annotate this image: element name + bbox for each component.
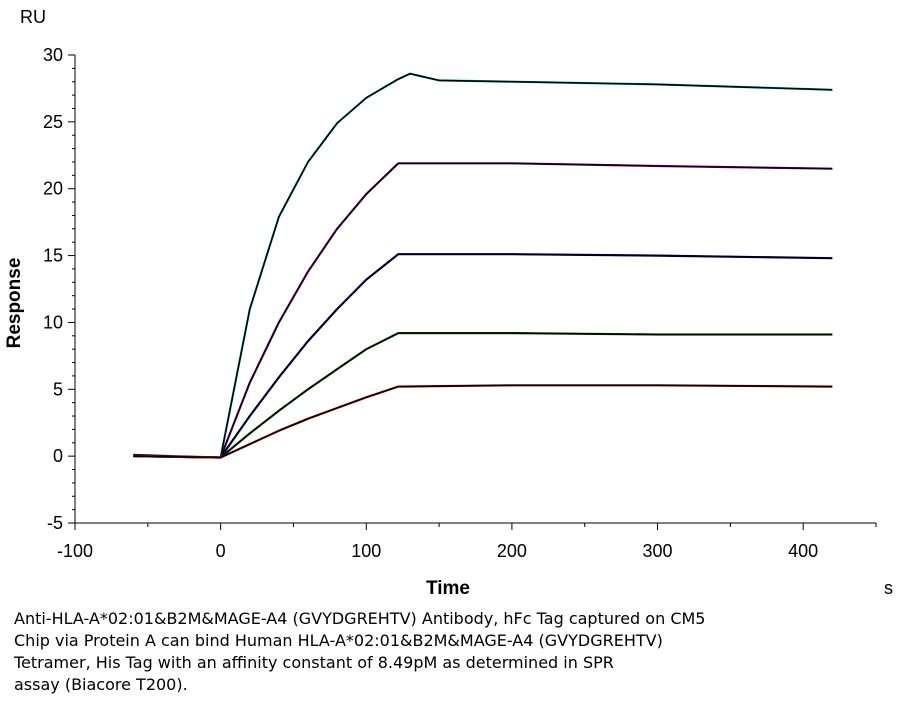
x-tick-label: 0 xyxy=(216,541,226,561)
x-tick-label: 300 xyxy=(643,541,673,561)
x-unit-label: s xyxy=(884,578,893,598)
series-3-fit-line xyxy=(133,253,833,459)
series-5-fit-line xyxy=(133,384,833,459)
y-tick-label: 10 xyxy=(43,312,63,332)
series-1-measured-line xyxy=(133,72,833,459)
spr-sensorgram-chart: -5 0 5 10 15 20 25 30 -100 0 100 200 300 400 RU Respo… xyxy=(4,7,893,599)
y-tick-label: 25 xyxy=(43,112,63,132)
series-3-measured-line xyxy=(133,253,833,459)
y-tick-label: 15 xyxy=(43,246,63,266)
series-1-fit-line xyxy=(133,72,833,459)
y-tick-label: 0 xyxy=(53,446,63,466)
x-tick-label: 400 xyxy=(788,541,818,561)
tick-labels: -5 0 5 10 15 20 25 30 -100 0 100 200 300 400 xyxy=(43,45,818,561)
y-tick-label: -5 xyxy=(47,513,63,533)
y-tick-label: 30 xyxy=(43,45,63,65)
series-4-fit-line xyxy=(133,332,833,459)
series-5-measured-line xyxy=(133,384,833,459)
series-2-fit-line xyxy=(133,162,833,459)
series-4-measured-line xyxy=(133,332,833,459)
y-tick-label: 20 xyxy=(43,179,63,199)
x-tick-label: 100 xyxy=(351,541,381,561)
x-tick-label: -100 xyxy=(57,541,93,561)
y-tick-label: 5 xyxy=(53,379,63,399)
figure-caption: Anti-HLA-A*02:01&B2M&MAGE-A4 (GVYDGREHTV… xyxy=(14,609,706,694)
x-tick-label: 200 xyxy=(497,541,527,561)
axes xyxy=(68,54,877,530)
x-axis-title: Time xyxy=(426,578,470,599)
series-layer xyxy=(133,72,833,459)
y-unit-label: RU xyxy=(20,7,46,27)
y-axis-title: Response xyxy=(4,258,25,349)
